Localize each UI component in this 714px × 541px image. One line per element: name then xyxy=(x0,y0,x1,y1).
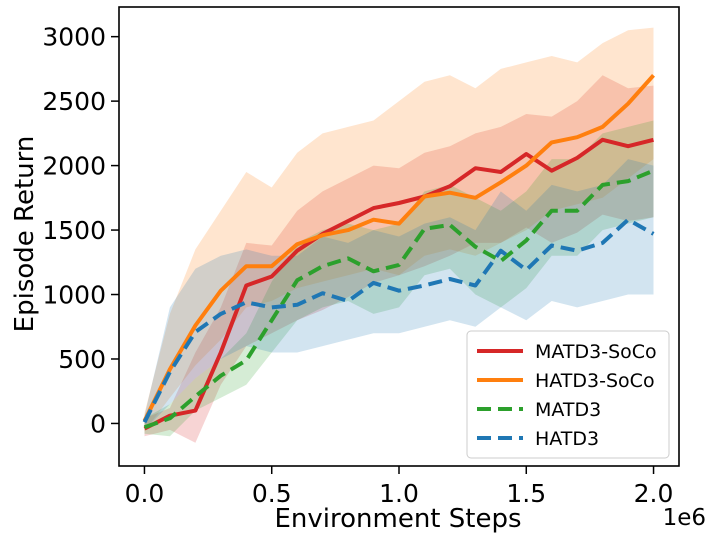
band-hatd3 xyxy=(144,159,654,430)
legend: MATD3-SoCo HATD3-SoCo MATD3 HATD3 xyxy=(466,330,670,459)
line-hatd3 xyxy=(142,217,655,424)
legend-label-hatd3: HATD3 xyxy=(535,428,599,450)
x-tick-label: 1.0 xyxy=(379,479,419,508)
band-matd3 xyxy=(144,120,654,437)
x-axis-offset-label: 1e6 xyxy=(663,505,706,531)
line-hatd3-soco xyxy=(142,73,655,422)
x-axis-label: Environment Steps xyxy=(274,504,521,534)
x-tick-label: 0.5 xyxy=(252,479,292,508)
y-axis-ticks: 0 500 1000 1500 2000 2500 3000 xyxy=(42,23,119,438)
line-matd3-soco xyxy=(143,137,654,431)
y-tick-label: 500 xyxy=(58,345,106,374)
x-tick-label: 1.5 xyxy=(506,479,546,508)
legend-label-matd3: MATD3 xyxy=(535,399,601,421)
band-hatd3-soco xyxy=(144,27,654,432)
y-tick-label: 2500 xyxy=(42,87,106,116)
x-tick-label: 2.0 xyxy=(634,479,674,508)
legend-label-matd3-soco: MATD3-SoCo xyxy=(535,341,657,363)
y-tick-label: 2000 xyxy=(42,152,106,181)
series-lines xyxy=(142,73,655,431)
line-matd3 xyxy=(143,168,655,430)
x-axis-ticks: 0.0 0.5 1.0 1.5 2.0 xyxy=(125,466,674,508)
y-tick-label: 3000 xyxy=(42,23,106,52)
y-tick-label: 0 xyxy=(90,409,106,438)
y-tick-label: 1000 xyxy=(42,281,106,310)
y-tick-label: 1500 xyxy=(42,216,106,245)
legend-label-hatd3-soco: HATD3-SoCo xyxy=(535,370,655,392)
legend-box xyxy=(466,330,670,459)
y-axis-label: Episode Return xyxy=(10,136,40,333)
x-tick-label: 0.0 xyxy=(125,479,165,508)
